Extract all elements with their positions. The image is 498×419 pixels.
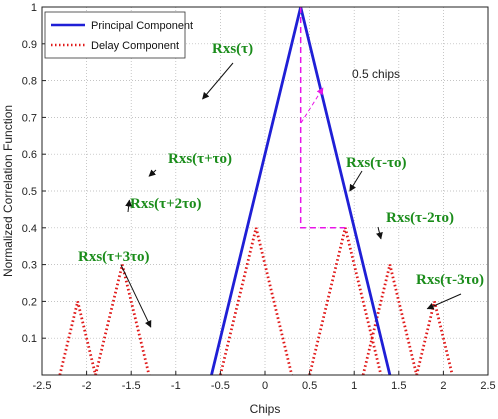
series-layer — [58, 6, 454, 376]
measure-label: 0.5 chips — [352, 67, 400, 81]
annotation-arrow — [125, 199, 133, 213]
delay-component-line — [361, 264, 419, 376]
x-tick-label: -0.5 — [211, 380, 230, 392]
x-tick-label: 2 — [440, 380, 446, 392]
x-tick-label: 2.5 — [480, 380, 495, 392]
y-ticks: 0.1 0.2 0.3 0.4 0.5 0.6 0.7 0.8 0.9 1 — [22, 2, 46, 345]
legend-box — [44, 11, 186, 59]
y-tick-label: 0.3 — [22, 260, 37, 272]
y-tick-label: 0.9 — [22, 39, 37, 51]
y-tick-label: 1 — [31, 2, 37, 14]
x-tick-label: 1.5 — [391, 380, 406, 392]
annotation-arrow — [426, 293, 462, 310]
annotations: Rxs(τ) Rxs(τ+τo) Rxs(τ+2τo) Rxs(τ+3τo) Rxs(τ… — [78, 41, 484, 328]
annotation-arrow — [148, 169, 157, 177]
x-tick-label: 0 — [262, 380, 268, 392]
y-tick-label: 0.8 — [22, 76, 37, 88]
annotation-label: Rxs(τ+τo) — [168, 151, 232, 167]
annotation-label: Rxs(τ-3τo) — [416, 272, 484, 288]
delay-component-line — [94, 264, 151, 376]
annotation-label: Rxs(τ-2τo) — [386, 210, 454, 226]
y-tick-label: 0.7 — [22, 112, 37, 124]
y-tick-label: 0.5 — [22, 186, 37, 198]
annotation-label: Rxs(τ-τo) — [346, 155, 406, 171]
annotation-arrow — [349, 170, 363, 192]
x-tick-label: 0.5 — [302, 380, 317, 392]
legend-label-principal: Principal Component — [91, 20, 193, 32]
y-tick-label: 0.1 — [22, 333, 37, 345]
legend: Principal Component Delay Component — [44, 11, 193, 59]
y-tick-label: 0.6 — [22, 149, 37, 161]
x-tick-label: -1 — [171, 380, 181, 392]
x-axis-title: Chips — [250, 402, 281, 416]
y-tick-label: 0.2 — [22, 296, 37, 308]
x-tick-label: -1.5 — [122, 380, 141, 392]
annotation-arrow — [376, 226, 383, 240]
delay-component-line — [219, 227, 294, 376]
annotation-label: Rxs(τ+3τo) — [78, 249, 150, 265]
annotation-arrow — [202, 62, 234, 100]
annotation-label: Rxs(τ+2τo) — [130, 196, 202, 212]
delay-component-line — [415, 301, 454, 376]
x-tick-label: 1 — [351, 380, 357, 392]
legend-label-delay: Delay Component — [91, 40, 179, 52]
x-tick-label: -2.5 — [33, 380, 52, 392]
x-tick-label: -2 — [82, 380, 92, 392]
x-ticks: -2.5 -2 -1.5 -1 -0.5 0 0.5 1 1.5 2 2.5 — [33, 371, 496, 392]
annotation-arrow — [120, 264, 152, 328]
y-tick-label: 0.4 — [22, 223, 37, 235]
delay-component-line — [58, 301, 97, 376]
y-axis-title: Normalized Correlation Function — [1, 105, 15, 277]
annotation-label: Rxs(τ) — [212, 41, 253, 57]
delay-measure-bracket — [299, 7, 346, 229]
